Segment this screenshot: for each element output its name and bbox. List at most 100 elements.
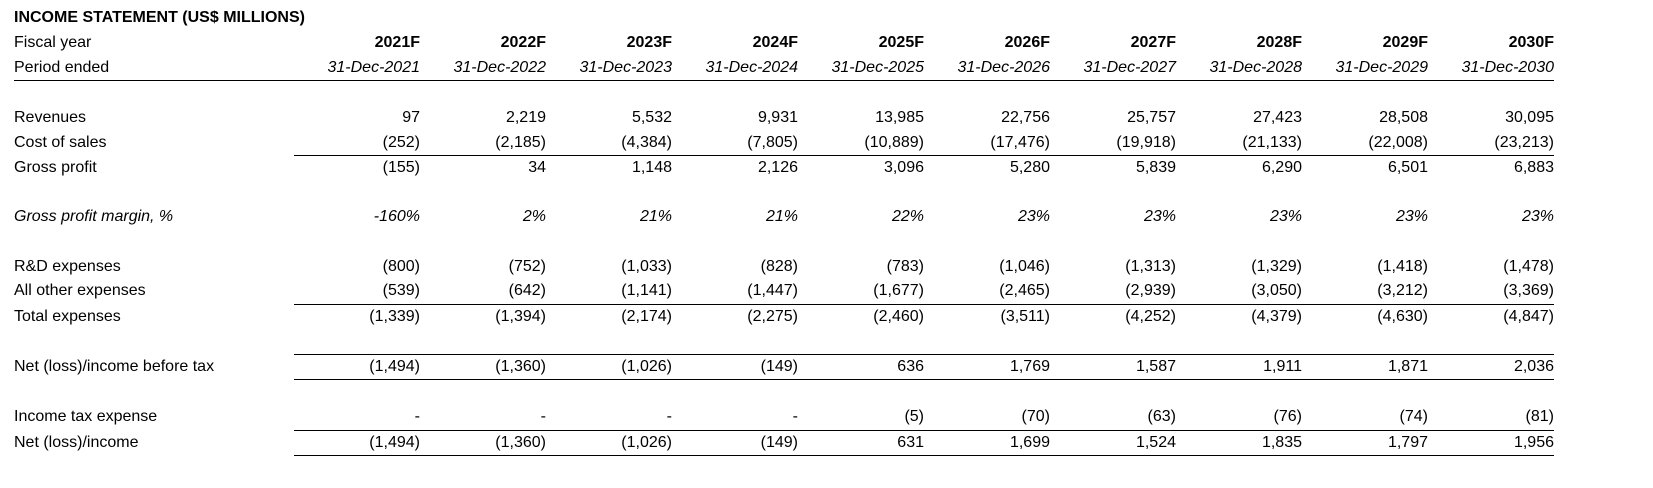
spacer-cell bbox=[14, 230, 1554, 255]
row-label: Revenues bbox=[14, 109, 87, 127]
period-date-cell: 31-Dec-2030 bbox=[1428, 55, 1554, 82]
value-cell: (1,447) bbox=[747, 282, 798, 300]
spacer-cell bbox=[14, 380, 1554, 405]
spacer-row bbox=[14, 81, 1554, 106]
value-cell: 6,290 bbox=[1176, 154, 1302, 181]
value-cell: 21% bbox=[765, 208, 798, 226]
row-label: Income tax expense bbox=[14, 408, 158, 426]
rd-expenses-row: R&D expenses (800) (752) (1,033) (828) (783) (… bbox=[14, 254, 1554, 279]
cost-of-sales-row: Cost of sales (252) (2,185) (4,384) (7,805) (… bbox=[14, 130, 1554, 155]
value-cell: (3,212) bbox=[1377, 282, 1428, 300]
value-cell: (1,339) bbox=[294, 303, 420, 330]
value-cell: (1,046) bbox=[999, 257, 1050, 275]
value-cell: (1,141) bbox=[621, 282, 672, 300]
row-label: Cost of sales bbox=[14, 133, 107, 151]
value-cell: (800) bbox=[382, 257, 420, 275]
value-cell: (2,460) bbox=[798, 303, 924, 330]
row-label: Gross profit margin, % bbox=[14, 208, 174, 226]
value-cell: (1,360) bbox=[420, 429, 546, 457]
period-date-cell: 31-Dec-2024 bbox=[672, 55, 798, 82]
value-cell: - bbox=[540, 408, 546, 426]
value-cell: (3,511) bbox=[924, 303, 1050, 330]
income-statement-table: Fiscal year 2021F 2022F 2023F 2024F 2025F 2026… bbox=[14, 31, 1554, 457]
row-label: Net (loss)/income bbox=[14, 433, 139, 451]
value-cell: (2,174) bbox=[546, 303, 672, 330]
other-expenses-row: All other expenses (539) (642) (1,141) (1,44… bbox=[14, 279, 1554, 304]
value-cell: 631 bbox=[798, 429, 924, 457]
value-cell: (63) bbox=[1147, 408, 1176, 426]
value-cell: 3,096 bbox=[798, 154, 924, 181]
spacer-row bbox=[14, 380, 1554, 405]
value-cell: (1,677) bbox=[873, 282, 924, 300]
value-cell: (642) bbox=[508, 282, 546, 300]
value-cell: 23% bbox=[1143, 208, 1176, 226]
value-cell: (783) bbox=[886, 257, 924, 275]
value-cell: (23,213) bbox=[1494, 133, 1554, 151]
net-before-tax-row: Net (loss)/income before tax (1,494) (1,36… bbox=[14, 353, 1554, 381]
value-cell: 2,126 bbox=[672, 154, 798, 181]
value-cell: 2,036 bbox=[1428, 353, 1554, 381]
period-date-cell: 31-Dec-2027 bbox=[1050, 55, 1176, 82]
value-cell: (1,494) bbox=[294, 429, 420, 457]
value-cell: 23% bbox=[1017, 208, 1050, 226]
fiscal-year-cell: 2026F bbox=[1004, 34, 1050, 52]
value-cell: 21% bbox=[639, 208, 672, 226]
period-date-cell: 31-Dec-2029 bbox=[1302, 55, 1428, 82]
value-cell: 27,423 bbox=[1253, 109, 1302, 127]
value-cell: (1,026) bbox=[546, 429, 672, 457]
value-cell: 5,532 bbox=[631, 109, 672, 127]
gross-margin-row: Gross profit margin, % -160% 2% 21% 21% 22% 23… bbox=[14, 205, 1554, 230]
value-cell: 23% bbox=[1395, 208, 1428, 226]
value-cell: 23% bbox=[1269, 208, 1302, 226]
value-cell: (149) bbox=[672, 353, 798, 381]
value-cell: (3,369) bbox=[1503, 282, 1554, 300]
value-cell: 1,956 bbox=[1428, 429, 1554, 457]
value-cell: (1,360) bbox=[420, 353, 546, 381]
value-cell: (4,252) bbox=[1050, 303, 1176, 330]
row-label: Gross profit bbox=[14, 159, 97, 177]
period-date-cell: 31-Dec-2026 bbox=[924, 55, 1050, 82]
income-tax-row: Income tax expense - - - - (5) (70) (63) (76) (74… bbox=[14, 405, 1554, 430]
total-expenses-row: Total expenses (1,339) (1,394) (2,174) (2,27… bbox=[14, 303, 1554, 330]
spacer-cell bbox=[14, 81, 1554, 106]
row-label: R&D expenses bbox=[14, 257, 121, 275]
row-label: All other expenses bbox=[14, 282, 146, 300]
value-cell: - bbox=[792, 408, 798, 426]
value-cell: 23% bbox=[1521, 208, 1554, 226]
gross-profit-row: Gross profit (155) 34 1,148 2,126 3,096 5,280 5… bbox=[14, 154, 1554, 181]
value-cell: (4,384) bbox=[621, 133, 672, 151]
period-date-cell: 31-Dec-2021 bbox=[294, 55, 420, 82]
row-label: Net (loss)/income before tax bbox=[14, 358, 215, 376]
value-cell: (4,379) bbox=[1176, 303, 1302, 330]
fiscal-year-cell: 2025F bbox=[878, 34, 924, 52]
value-cell: (4,630) bbox=[1302, 303, 1428, 330]
fiscal-year-cell: 2023F bbox=[626, 34, 672, 52]
value-cell: (1,418) bbox=[1377, 257, 1428, 275]
value-cell: 1,587 bbox=[1050, 353, 1176, 381]
value-cell: (2,185) bbox=[495, 133, 546, 151]
fiscal-year-cell: 2029F bbox=[1382, 34, 1428, 52]
value-cell: 30,095 bbox=[1505, 109, 1554, 127]
value-cell: (252) bbox=[382, 133, 420, 151]
value-cell: (2,275) bbox=[672, 303, 798, 330]
value-cell: (19,918) bbox=[1116, 133, 1176, 151]
value-cell: (10,889) bbox=[864, 133, 924, 151]
fiscal-year-cell: 2028F bbox=[1256, 34, 1302, 52]
value-cell: 9,931 bbox=[757, 109, 798, 127]
value-cell: (21,133) bbox=[1242, 133, 1302, 151]
spacer-row bbox=[14, 181, 1554, 206]
value-cell: (539) bbox=[382, 282, 420, 300]
value-cell: (22,008) bbox=[1368, 133, 1428, 151]
value-cell: 5,280 bbox=[924, 154, 1050, 181]
period-date-cell: 31-Dec-2022 bbox=[420, 55, 546, 82]
fiscal-year-cell: 2027F bbox=[1130, 34, 1176, 52]
period-date-cell: 31-Dec-2023 bbox=[546, 55, 672, 82]
value-cell: (76) bbox=[1273, 408, 1302, 426]
value-cell: 34 bbox=[420, 154, 546, 181]
value-cell: 1,871 bbox=[1302, 353, 1428, 381]
value-cell: (74) bbox=[1399, 408, 1428, 426]
value-cell: 97 bbox=[402, 109, 420, 127]
period-date-cell: 31-Dec-2025 bbox=[798, 55, 924, 82]
value-cell: 25,757 bbox=[1127, 109, 1176, 127]
value-cell: (70) bbox=[1021, 408, 1050, 426]
